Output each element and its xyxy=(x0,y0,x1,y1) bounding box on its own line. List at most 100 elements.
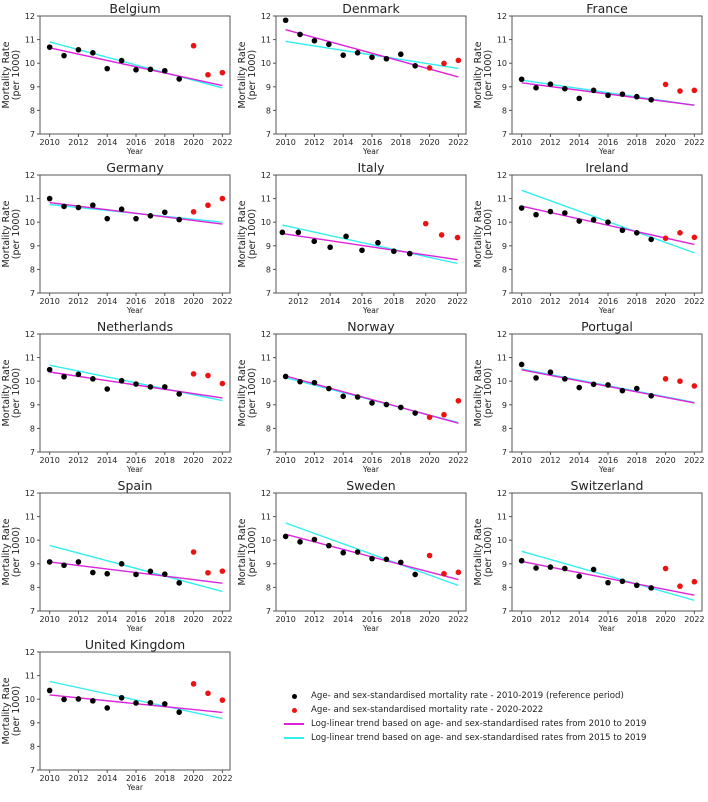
y-tick-label: 12 xyxy=(497,12,507,21)
y-tick-label: 10 xyxy=(25,218,35,227)
y-tick-label: 10 xyxy=(497,536,507,545)
reference-point xyxy=(369,555,375,562)
y-tick-label: 9 xyxy=(30,719,35,728)
x-tick-label: 2016 xyxy=(362,138,382,147)
x-axis-label: Year xyxy=(598,306,616,315)
y-tick-label: 11 xyxy=(497,513,507,522)
reference-point xyxy=(340,549,347,556)
y-tick-label: 10 xyxy=(25,59,35,68)
x-tick-label: 2014 xyxy=(97,297,117,306)
panel-portugal: Portugal 7 8 9 10 11 12 2010 2012 2014 2016 2018 202… xyxy=(473,319,705,474)
reference-point xyxy=(295,229,302,236)
reference-point xyxy=(576,573,583,580)
y-axis-label-unit: (per 1000) xyxy=(247,368,258,418)
panel-title: Italy xyxy=(357,160,385,175)
reference-point xyxy=(176,391,182,397)
y-tick-label: 7 xyxy=(30,448,35,457)
y-tick-label: 12 xyxy=(25,330,35,339)
recent-point xyxy=(677,230,683,236)
panel-sweden: Sweden 7 8 9 10 11 12 2010 2012 2014 2016 2018 2020 2… xyxy=(237,478,469,633)
panel-belgium: Belgium 7 8 9 10 11 12 2010 2012 2014 2016 2018 2020… xyxy=(1,1,233,156)
x-axis-label: Year xyxy=(362,465,380,474)
y-axis-label: Mortality Rate xyxy=(1,518,12,585)
reference-point xyxy=(147,213,154,219)
y-tick-label: 10 xyxy=(497,59,507,68)
panel-denmark: Denmark 7 8 9 10 11 12 2010 2012 2014 2016 2018 2020… xyxy=(237,1,469,156)
reference-point xyxy=(90,202,96,209)
reference-point xyxy=(133,67,139,73)
x-tick-label: 2018 xyxy=(384,297,404,306)
reference-point xyxy=(282,533,289,540)
reference-point xyxy=(576,218,583,224)
y-tick-label: 7 xyxy=(502,130,507,139)
y-tick-label: 10 xyxy=(261,536,271,545)
x-tick-label: 2022 xyxy=(684,456,704,465)
reference-point xyxy=(176,580,182,586)
plot-frame xyxy=(39,15,231,135)
reference-point xyxy=(633,385,640,392)
reference-point xyxy=(383,55,390,62)
reference-point xyxy=(340,52,347,58)
reference-point xyxy=(147,568,154,575)
x-tick-label: 2022 xyxy=(684,615,704,624)
reference-point xyxy=(118,694,125,701)
y-tick-label: 11 xyxy=(25,195,35,204)
x-tick-label: 2012 xyxy=(304,615,324,624)
recent-point xyxy=(426,65,433,71)
x-tick-label: 2012 xyxy=(68,456,88,465)
trend-line-2010-2019 xyxy=(285,29,459,78)
reference-point xyxy=(133,700,139,706)
x-tick-label: 2020 xyxy=(419,456,439,465)
reference-point xyxy=(282,17,289,24)
x-tick-label: 2022 xyxy=(212,138,232,147)
reference-point xyxy=(61,696,67,703)
y-axis-label-unit: (per 1000) xyxy=(11,368,22,418)
x-axis-label: Year xyxy=(362,306,380,315)
x-axis-label: Year xyxy=(598,624,616,633)
y-tick-label: 9 xyxy=(30,401,35,410)
reference-point xyxy=(412,410,418,416)
trend-line-2010-2019 xyxy=(49,47,223,87)
y-tick-label: 9 xyxy=(502,242,507,251)
x-tick-label: 2012 xyxy=(288,297,308,306)
y-tick-label: 8 xyxy=(30,742,35,751)
x-tick-label: 2016 xyxy=(362,615,382,624)
reference-point xyxy=(161,571,168,577)
trend-line-2015-2019 xyxy=(49,41,223,89)
y-tick-label: 8 xyxy=(266,583,271,592)
reference-point xyxy=(547,208,554,215)
x-tick-label: 2014 xyxy=(97,774,117,783)
panel-title: Germany xyxy=(106,160,164,175)
recent-point xyxy=(205,202,211,209)
reference-point xyxy=(518,361,525,368)
reference-point xyxy=(46,687,53,694)
reference-point xyxy=(176,76,182,82)
reference-point xyxy=(406,250,413,257)
reference-point xyxy=(90,569,96,576)
x-tick-label: 2010 xyxy=(275,138,295,147)
y-tick-label: 10 xyxy=(25,536,35,545)
panel-spain: Spain 7 8 9 10 11 12 2010 2012 2014 2016 2018 2020 20… xyxy=(1,478,233,633)
y-tick-label: 8 xyxy=(266,424,271,433)
y-tick-label: 10 xyxy=(261,377,271,386)
reference-point xyxy=(279,229,286,236)
reference-point xyxy=(75,696,82,702)
reference-point xyxy=(619,227,626,234)
reference-point xyxy=(104,705,111,711)
reference-point xyxy=(518,557,525,564)
reference-point xyxy=(46,366,53,373)
x-tick-label: 2020 xyxy=(655,297,675,306)
reference-point xyxy=(518,205,525,211)
reference-point xyxy=(533,211,539,218)
reference-point xyxy=(619,91,626,97)
x-tick-label: 2012 xyxy=(540,615,560,624)
y-axis-label: Mortality Rate xyxy=(1,41,12,108)
y-tick-label: 7 xyxy=(266,607,271,616)
x-tick-label: 2018 xyxy=(391,456,411,465)
y-tick-label: 10 xyxy=(25,377,35,386)
reference-point xyxy=(340,393,347,400)
y-tick-label: 8 xyxy=(502,106,507,115)
recent-point xyxy=(219,69,226,76)
y-tick-label: 7 xyxy=(266,289,271,298)
